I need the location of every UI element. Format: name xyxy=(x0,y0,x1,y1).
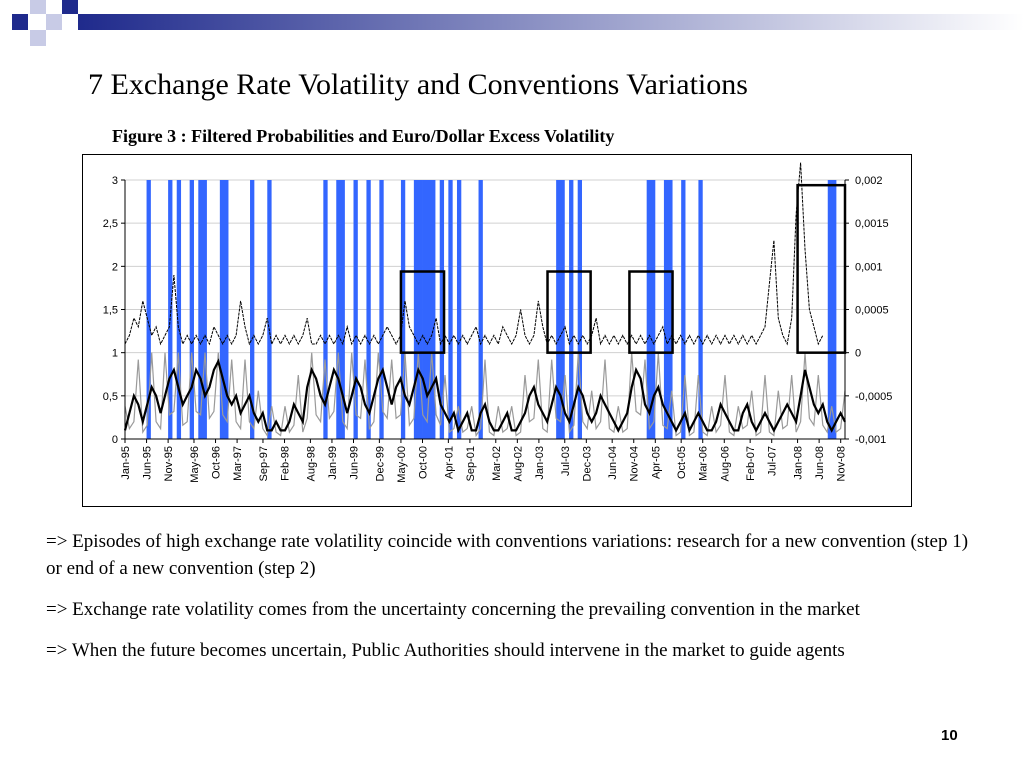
y-left-tick-label: 2,5 xyxy=(103,218,118,230)
regime-bar xyxy=(422,180,436,439)
volatility-chart: 0 0,5 1 1,5 2 2,5 3 -0,001 -0,0005 0 0,0005 0,001 0,… xyxy=(103,162,892,483)
x-tick-label: Nov-04 xyxy=(629,446,641,481)
y-right-tick-label: 0,0005 xyxy=(855,305,889,317)
y-right-tick-label: 0,0015 xyxy=(855,218,889,230)
x-tick-label: Jun-95 xyxy=(142,446,154,480)
header-square-dark xyxy=(62,0,78,14)
regime-bar xyxy=(336,180,345,439)
regime-bar xyxy=(413,180,423,439)
regime-bar xyxy=(681,180,686,439)
x-tick-label: Mar-06 xyxy=(698,446,710,481)
x-tick-label: Feb-98 xyxy=(280,446,292,481)
x-tick-label: Jan-99 xyxy=(327,446,339,480)
x-tick-label: Oct-00 xyxy=(417,446,429,479)
x-tick-label: Jul-07 xyxy=(767,446,779,476)
x-tick-label: Sep-97 xyxy=(258,446,270,481)
x-tick-label: May-00 xyxy=(396,446,408,483)
regime-bar xyxy=(478,180,483,439)
regime-bar xyxy=(569,180,574,439)
bullet-item: => When the future becomes uncertain, Pu… xyxy=(46,640,845,661)
y-left-tick-label: 3 xyxy=(112,175,118,187)
x-tick-label: Feb-07 xyxy=(745,446,757,481)
x-tick-label: Aug-06 xyxy=(719,446,731,481)
slide-header-decoration xyxy=(12,0,1024,46)
header-square-light xyxy=(46,14,62,30)
regime-bar xyxy=(267,180,272,439)
regime-bar xyxy=(448,180,453,439)
highlight-box xyxy=(628,270,674,354)
x-tick-label: Oct-96 xyxy=(211,446,223,479)
regime-bar xyxy=(400,180,406,439)
highlight-box xyxy=(796,183,847,354)
x-tick-label: Jan-95 xyxy=(120,446,132,480)
highlight-box xyxy=(546,270,592,354)
regime-bar xyxy=(456,180,462,439)
regime-bar xyxy=(663,180,673,439)
regime-bar xyxy=(556,180,565,439)
x-tick-label: Aug-02 xyxy=(512,446,524,481)
x-tick-label: Jun-99 xyxy=(349,446,361,480)
bullet-item: => Exchange rate volatility comes from t… xyxy=(46,599,860,620)
x-tick-label: Nov-95 xyxy=(163,446,175,481)
x-tick-label: Jan-08 xyxy=(793,446,805,480)
regime-bar xyxy=(198,180,207,439)
x-tick-label: Jan-03 xyxy=(534,446,546,480)
y-left-tick-label: 0 xyxy=(112,434,118,446)
x-tick-label: Dec-99 xyxy=(374,446,386,481)
regime-bar xyxy=(146,180,151,439)
page-number: 10 xyxy=(941,727,958,744)
filtered-probability-line xyxy=(123,358,846,434)
x-tick-label: Dec-03 xyxy=(581,446,593,481)
regime-bar xyxy=(176,180,182,439)
chart-frame: 0 0,5 1 1,5 2 2,5 3 -0,001 -0,0005 0 0,0005 0,001 0,… xyxy=(82,154,912,507)
y-right-tick-label: 0,001 xyxy=(855,261,883,273)
x-tick-label: Oct-05 xyxy=(676,446,688,479)
y-left-tick-label: 1,5 xyxy=(103,305,118,317)
regime-bar xyxy=(577,180,583,439)
bullet-item: => Episodes of high exchange rate volati… xyxy=(46,531,969,579)
x-tick-label: Sep-01 xyxy=(465,446,477,481)
x-tick-label: Apr-05 xyxy=(650,446,662,479)
header-square-light xyxy=(30,0,46,14)
x-tick-label: Nov-08 xyxy=(836,446,848,481)
header-gradient-bar xyxy=(78,14,1024,30)
y-right-tick-label: 0,002 xyxy=(855,175,883,187)
y-left-tick-label: 0,5 xyxy=(103,391,118,403)
y-right-tick-label: -0,001 xyxy=(855,434,886,446)
x-tick-label: Apr-01 xyxy=(443,446,455,479)
volatility-grey-line xyxy=(124,352,846,438)
regime-bar xyxy=(698,180,703,439)
y-right-tick-label: -0,0005 xyxy=(855,391,892,403)
y-left-tick-label: 2 xyxy=(112,261,118,273)
bullet-list: => Episodes of high exchange rate volati… xyxy=(46,528,986,678)
regime-bar xyxy=(646,180,656,439)
y-left-tick-label: 1 xyxy=(112,348,118,360)
excess-volatility-line xyxy=(124,162,824,346)
regime-bar xyxy=(827,180,837,439)
x-tick-label: Jun-04 xyxy=(607,446,619,480)
header-square-dark xyxy=(12,14,28,30)
highlight-box xyxy=(399,270,446,354)
y-right-tick-label: 0 xyxy=(855,348,861,360)
x-tick-label: Aug-98 xyxy=(305,446,317,481)
regime-bar xyxy=(379,180,384,439)
x-tick-label: Jul-03 xyxy=(560,446,572,476)
regime-bar xyxy=(189,180,194,439)
x-tick-label: Mar-97 xyxy=(232,446,244,481)
x-tick-label: Jun-08 xyxy=(814,446,826,480)
regime-bar xyxy=(168,180,173,439)
regime-bar xyxy=(323,180,328,439)
regime-bar xyxy=(439,180,445,439)
regime-bar xyxy=(219,180,229,439)
header-square-light xyxy=(30,30,46,46)
slide-title: 7 Exchange Rate Volatility and Conventio… xyxy=(88,68,748,101)
regime-bar xyxy=(366,180,371,439)
regime-bar xyxy=(250,180,255,439)
x-tick-label: Mar-02 xyxy=(491,446,503,481)
figure-title: Figure 3 : Filtered Probabilities and Eu… xyxy=(112,126,615,146)
x-tick-label: May-96 xyxy=(189,446,201,483)
regime-bar xyxy=(353,180,358,439)
